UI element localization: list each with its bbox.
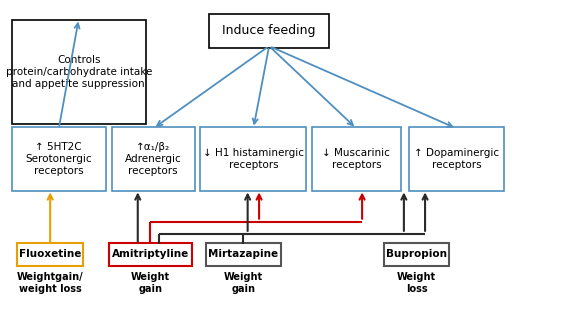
Text: Fluoxetine: Fluoxetine	[19, 249, 81, 259]
FancyBboxPatch shape	[312, 127, 401, 191]
Text: Amitriptyline: Amitriptyline	[112, 249, 189, 259]
Text: Controls
protein/carbohydrate intake
and appetite suppression: Controls protein/carbohydrate intake and…	[6, 55, 152, 89]
FancyBboxPatch shape	[12, 127, 106, 191]
Text: ↑ 5HT2C
Serotonergic
receptors: ↑ 5HT2C Serotonergic receptors	[26, 142, 92, 176]
Text: Weight
gain: Weight gain	[224, 272, 263, 294]
Text: ↑α₁/β₂
Adrenergic
receptors: ↑α₁/β₂ Adrenergic receptors	[125, 142, 182, 176]
Text: Weight
loss: Weight loss	[397, 272, 436, 294]
Text: ↓ Muscarinic
receptors: ↓ Muscarinic receptors	[322, 148, 390, 170]
FancyBboxPatch shape	[206, 243, 280, 266]
FancyBboxPatch shape	[384, 243, 449, 266]
Text: Induce feeding: Induce feeding	[223, 24, 316, 37]
Text: ↑ Dopaminergic
receptors: ↑ Dopaminergic receptors	[414, 148, 499, 170]
Text: Bupropion: Bupropion	[386, 249, 447, 259]
FancyBboxPatch shape	[200, 127, 306, 191]
FancyBboxPatch shape	[109, 243, 192, 266]
FancyBboxPatch shape	[12, 20, 146, 124]
Text: Weight
gain: Weight gain	[131, 272, 170, 294]
Text: Weightgain/
weight loss: Weightgain/ weight loss	[17, 272, 84, 294]
Text: Mirtazapine: Mirtazapine	[208, 249, 279, 259]
FancyBboxPatch shape	[409, 127, 504, 191]
Text: ↓ H1 histaminergic
receptors: ↓ H1 histaminergic receptors	[203, 148, 304, 170]
FancyBboxPatch shape	[18, 243, 83, 266]
FancyBboxPatch shape	[112, 127, 194, 191]
FancyBboxPatch shape	[209, 14, 329, 48]
